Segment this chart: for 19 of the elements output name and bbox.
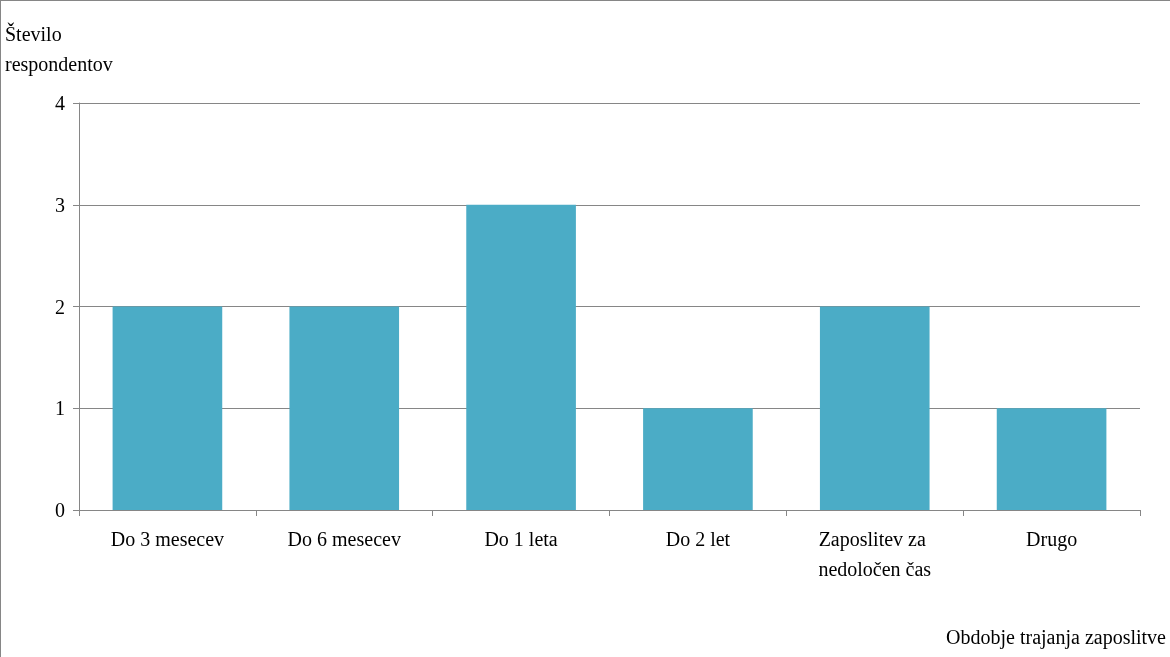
y-tick-label: 3 [55,193,65,216]
y-tick-label: 0 [55,499,65,521]
x-tick-label: Do 3 mesecev [110,528,225,550]
y-tick-label: 1 [55,397,65,420]
x-tick-label: Drugo [1026,528,1078,551]
bar [643,408,753,510]
y-tick-label: 2 [55,295,65,318]
bar [466,204,576,510]
bar [289,306,400,510]
bar [112,306,223,510]
x-axis-title: Obdobje trajanja zaposlitve [946,626,1167,649]
bar [819,306,930,510]
bar [996,408,1107,510]
x-tick-label: Zaposlitev za nedoločen čas [818,528,932,580]
x-tick-label: Do 2 let [665,528,731,550]
y-tick-label: 4 [55,92,65,114]
x-tick-label: Do 6 mesecev [287,528,401,550]
x-tick-label: Do 1 leta [484,528,558,550]
y-axis-title: Število respondentov [5,22,113,76]
